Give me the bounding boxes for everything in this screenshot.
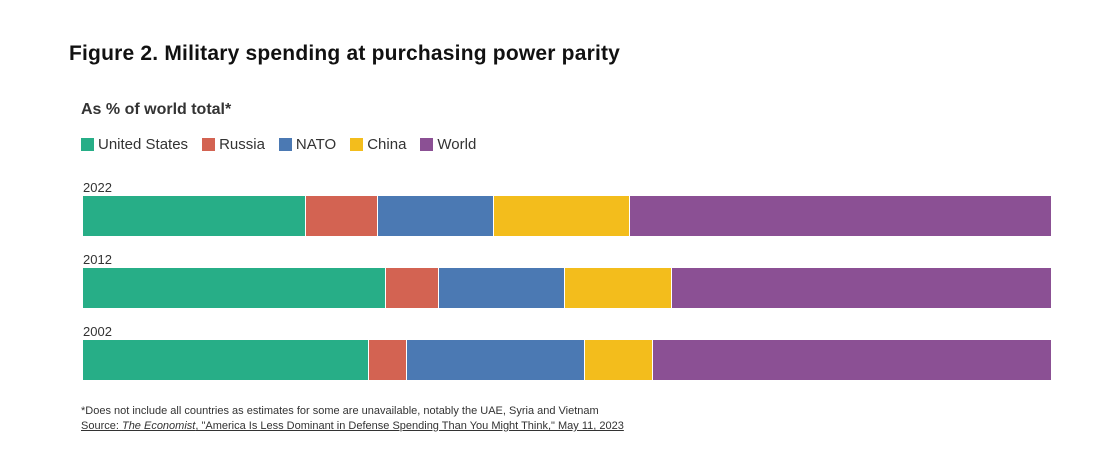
legend-item: Russia [202,136,265,153]
bar-segment-nato [378,196,495,236]
chart-subtitle: As % of world total* [81,101,232,118]
bar-row: 2022 [83,180,1051,236]
bar-segment-russia [305,196,379,236]
stacked-bar [83,268,1051,308]
legend-swatch [420,138,434,151]
bar-segment-world [653,340,1051,380]
source-publication: The Economist [121,420,196,432]
legend-swatch [81,138,94,151]
legend-swatch [350,138,364,151]
legend-swatch [278,138,292,151]
source-rest: , "America Is Less Dominant in Defense S… [195,420,624,432]
legend-label: China [367,136,407,153]
stacked-bar [83,196,1051,236]
bar-row: 2012 [83,252,1051,308]
bar-segment-china [565,268,672,308]
footnote: *Does not include all countries as estim… [81,405,599,417]
bar-segment-united-states [83,340,369,380]
legend-item: World [420,136,476,153]
bar-segment-world [629,196,1051,236]
stacked-bar [83,340,1051,380]
bar-row: 2002 [83,324,1051,380]
bar-segment-united-states [83,196,306,236]
source-link[interactable]: Source: The Economist, "America Is Less … [81,420,624,432]
source-prefix: Source: [81,420,122,432]
year-label: 2012 [83,252,112,267]
bar-segment-nato [439,268,566,308]
legend-item: United States [81,136,188,153]
legend-label: NATO [295,136,337,153]
legend-label: United States [98,136,189,153]
bar-segment-nato [407,340,586,380]
year-label: 2022 [83,180,112,195]
legend-item: China [350,136,406,153]
bar-segment-united-states [83,268,386,308]
legend-label: Russia [219,136,265,153]
legend-item: NATO [278,136,337,153]
year-label: 2002 [83,324,112,339]
bar-segment-russia [385,268,440,308]
bar-segment-china [494,196,630,236]
legend-label: World [437,136,477,153]
bar-segment-china [585,340,654,380]
bar-segment-russia [368,340,408,380]
legend-swatch [202,138,216,151]
legend: United States Russia NATO China World [81,136,476,153]
chart-title: Figure 2. Military spending at purchasin… [69,42,621,65]
bar-segment-world [671,268,1051,308]
